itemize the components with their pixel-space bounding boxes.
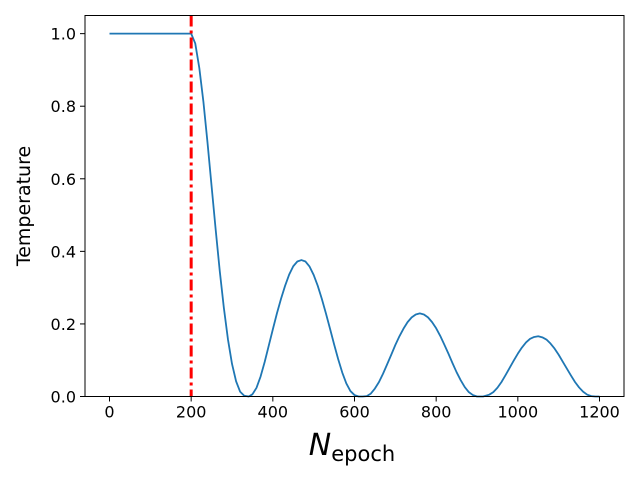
ticks: 0 200 400 600 800 1000 1200 0.0 0.2 0.4 0.6 0.8 1.0: [51, 25, 620, 422]
x-tick-label: 600: [339, 403, 370, 422]
y-tick-label: 0.6: [51, 170, 76, 189]
x-axis-label: Nepoch: [309, 428, 395, 466]
x-axis-label-main: N: [309, 428, 331, 463]
y-tick-label: 0.0: [51, 388, 76, 407]
plot-content: [109, 15, 600, 398]
x-tick-label: 1000: [497, 403, 538, 422]
y-axis-label: Temperature: [13, 146, 35, 267]
y-tick-label: 0.4: [51, 242, 76, 261]
x-tick-label: 400: [258, 403, 289, 422]
x-tick-label: 1200: [579, 403, 620, 422]
series-line-0: [109, 32, 600, 398]
x-tick-label: 200: [176, 403, 207, 422]
y-tick-label: 1.0: [51, 25, 76, 44]
x-axis-label-sub: epoch: [331, 442, 395, 466]
x-tick-label: 800: [421, 403, 452, 422]
y-tick-label: 0.8: [51, 97, 76, 116]
plot-frame: [84, 15, 625, 397]
y-tick-label: 0.2: [51, 315, 76, 334]
x-tick-label: 0: [104, 403, 114, 422]
